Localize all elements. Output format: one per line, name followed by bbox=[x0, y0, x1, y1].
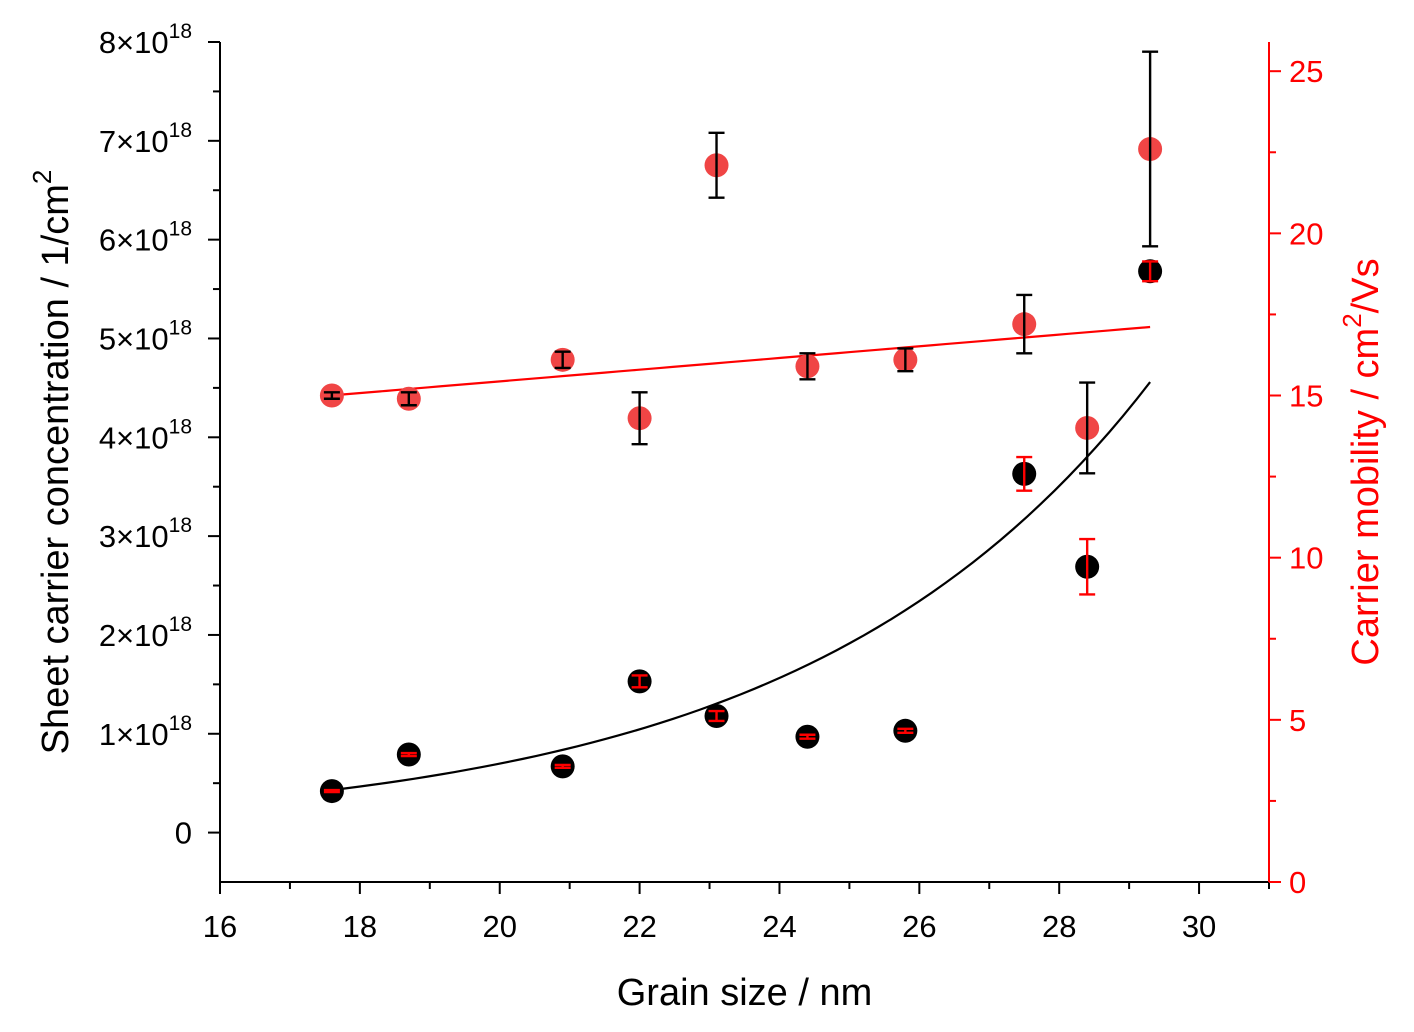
concentration-error-bar bbox=[897, 727, 914, 734]
right-tick-label: 25 bbox=[1289, 54, 1323, 89]
right-tick-label: 0 bbox=[1289, 865, 1306, 900]
mobility-error-bar bbox=[631, 391, 648, 446]
x-tick-label: 24 bbox=[762, 909, 796, 944]
concentration-error-bar bbox=[708, 709, 725, 723]
left-tick-label: 6×1018 bbox=[99, 218, 192, 258]
left-tick-label: 2×1018 bbox=[99, 613, 192, 653]
left-axis-label: Sheet carrier concentration / 1/cm2 bbox=[27, 170, 77, 755]
left-tick-label: 1×1018 bbox=[99, 712, 192, 752]
left-tick-label: 7×1018 bbox=[99, 119, 192, 159]
concentration-error-bar bbox=[799, 733, 816, 740]
concentration-error-bar bbox=[323, 788, 340, 794]
right-tick-label: 10 bbox=[1289, 541, 1323, 576]
x-tick-label: 26 bbox=[902, 909, 936, 944]
x-tick-label: 18 bbox=[343, 909, 377, 944]
concentration-error-bar bbox=[1016, 455, 1033, 492]
left-tick-label: 5×1018 bbox=[99, 316, 192, 356]
axis-labels: Grain size / nm Sheet carrier concentrati… bbox=[27, 170, 1387, 1014]
concentration-error-bar bbox=[1079, 537, 1096, 596]
right-axis-label: Carrier mobility / cm2/Vs bbox=[1337, 258, 1387, 665]
left-tick-label: 3×1018 bbox=[99, 514, 192, 554]
axes: 16 18 20 22 24 26 28 30 0 1×1018 2×1018 3×1018 4×101… bbox=[99, 20, 1324, 944]
x-tick-label: 28 bbox=[1042, 909, 1076, 944]
left-tick-label: 8×1018 bbox=[99, 20, 192, 60]
mobility-error-bar bbox=[799, 352, 816, 381]
data-points bbox=[319, 137, 1163, 804]
concentration-error-bar bbox=[631, 674, 648, 689]
error-bars bbox=[323, 50, 1159, 794]
mobility-error-bar bbox=[400, 391, 417, 407]
right-tick-label: 20 bbox=[1289, 216, 1323, 251]
fit-lines bbox=[331, 325, 1151, 792]
concentration-error-bar bbox=[1142, 260, 1159, 283]
concentration-error-bar bbox=[400, 751, 417, 758]
x-tick-label: 22 bbox=[622, 909, 656, 944]
concentration-error-bar bbox=[554, 763, 571, 770]
right-tick-label: 5 bbox=[1289, 703, 1306, 738]
mobility-error-bar bbox=[1079, 381, 1096, 475]
mobility-error-bar bbox=[708, 131, 725, 199]
mobility-error-bar bbox=[323, 391, 340, 400]
x-tick-label: 16 bbox=[203, 909, 237, 944]
x-tick-label: 20 bbox=[482, 909, 516, 944]
mobility-error-bar bbox=[1016, 293, 1033, 355]
x-axis-label: Grain size / nm bbox=[617, 972, 873, 1014]
mobility-fit-line bbox=[331, 325, 1151, 397]
mobility-error-bar bbox=[1142, 50, 1159, 248]
x-tick-label: 30 bbox=[1182, 909, 1216, 944]
concentration-fit-line bbox=[331, 381, 1151, 792]
left-tick-label: 0 bbox=[175, 816, 192, 851]
mobility-error-bar bbox=[897, 347, 914, 373]
mobility-error-bar bbox=[554, 350, 571, 370]
right-tick-label: 15 bbox=[1289, 379, 1323, 414]
left-tick-label: 4×1018 bbox=[99, 415, 192, 455]
